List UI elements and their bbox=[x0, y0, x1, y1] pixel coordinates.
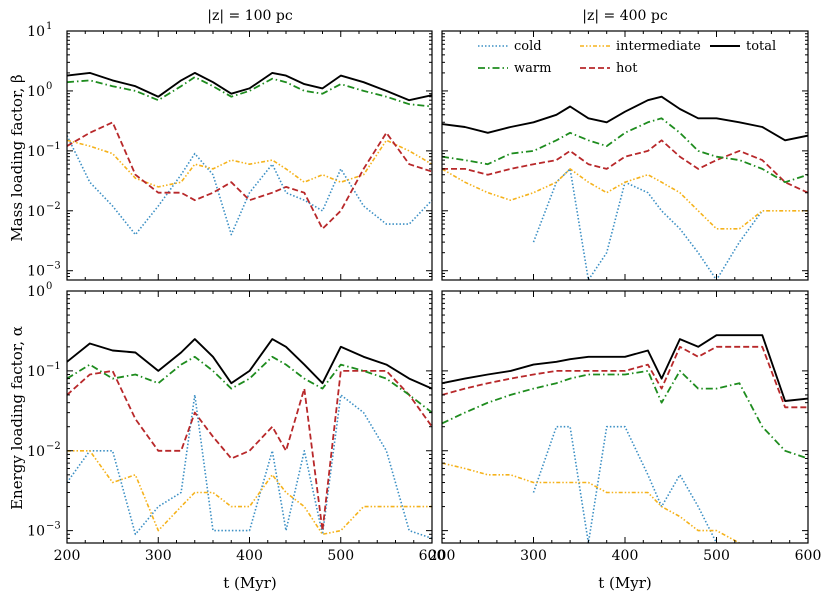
y-tick-exponent: −2 bbox=[46, 201, 61, 212]
legend-label-hot: hot bbox=[616, 61, 638, 76]
series-line-cold-top-right bbox=[532, 168, 763, 280]
axes-frame-bottom-right bbox=[441, 290, 809, 544]
x-tick-label: 300 bbox=[520, 548, 547, 564]
legend: cold intermediate total warm hot bbox=[478, 39, 776, 76]
series-line-hot-top-right bbox=[442, 139, 808, 194]
series-line-intermediate-bottom-right bbox=[442, 462, 740, 543]
axes-frame-bottom-left bbox=[66, 290, 433, 544]
ylabel-mass: Mass loading factor, β bbox=[8, 74, 26, 241]
series-line-warm-bottom-left bbox=[67, 355, 432, 414]
panel-top-right bbox=[441, 30, 809, 281]
x-tick-label: 200 bbox=[429, 548, 456, 564]
y-tick-label: 10 bbox=[27, 84, 45, 100]
x-tick-label: 600 bbox=[795, 548, 822, 564]
series-line-total-bottom-left bbox=[67, 338, 432, 390]
series-line-hot-bottom-left bbox=[67, 370, 432, 532]
y-tick-label: 10 bbox=[27, 264, 45, 280]
y-tick-label: 10 bbox=[27, 144, 45, 160]
xlabel-left: t (Myr) bbox=[223, 574, 277, 592]
x-tick-label: 600 bbox=[419, 548, 446, 564]
series-line-total-top-left bbox=[67, 71, 432, 102]
series-line-warm-top-left bbox=[67, 76, 432, 108]
y-tick-label: 10 bbox=[27, 24, 45, 40]
y-tick-label: 10 bbox=[27, 524, 45, 540]
series-line-warm-bottom-right bbox=[442, 370, 808, 460]
series-line-intermediate-bottom-left bbox=[67, 450, 432, 536]
y-tick-exponent: −1 bbox=[46, 141, 61, 152]
series-line-total-bottom-right bbox=[442, 334, 808, 402]
y-tick-exponent: −3 bbox=[46, 521, 61, 532]
title-left: |z| = 100 pc bbox=[207, 8, 293, 24]
legend-label-intermediate: intermediate bbox=[616, 39, 701, 54]
series-line-intermediate-top-right bbox=[442, 168, 808, 230]
x-tick-label: 400 bbox=[612, 548, 639, 564]
y-tick-label: 10 bbox=[27, 284, 45, 300]
series-line-hot-bottom-right bbox=[442, 345, 808, 409]
y-tick-label: 10 bbox=[27, 204, 45, 220]
series-line-hot-top-left bbox=[67, 121, 432, 230]
series-line-intermediate-top-left bbox=[67, 139, 432, 188]
series-line-cold-top-left bbox=[67, 135, 432, 236]
x-tick-label: 500 bbox=[327, 548, 354, 564]
series-line-cold-bottom-left bbox=[67, 394, 432, 540]
title-right: |z| = 400 pc bbox=[582, 8, 668, 24]
y-tick-exponent: −2 bbox=[46, 441, 61, 452]
y-tick-exponent: −3 bbox=[46, 261, 61, 272]
legend-label-cold: cold bbox=[514, 39, 542, 54]
y-tick-exponent: 0 bbox=[46, 81, 52, 92]
y-tick-exponent: −1 bbox=[46, 361, 61, 372]
series-line-total-top-right bbox=[442, 95, 808, 142]
y-tick-label: 10 bbox=[27, 364, 45, 380]
xlabel-right: t (Myr) bbox=[598, 574, 652, 592]
series-line-cold-bottom-right bbox=[532, 425, 718, 543]
y-tick-exponent: 0 bbox=[46, 281, 52, 292]
y-tick-exponent: 1 bbox=[46, 21, 52, 32]
legend-label-warm: warm bbox=[514, 61, 551, 76]
panel-bottom-right: 200 300 400 500 600 bbox=[429, 290, 822, 564]
x-tick-label: 500 bbox=[703, 548, 730, 564]
y-tick-label: 10 bbox=[27, 444, 45, 460]
legend-label-total: total bbox=[746, 39, 776, 54]
ylabel-energy: Energy loading factor, α bbox=[8, 326, 26, 510]
x-tick-label: 200 bbox=[54, 548, 81, 564]
x-tick-label: 400 bbox=[236, 548, 263, 564]
x-tick-label: 300 bbox=[145, 548, 172, 564]
